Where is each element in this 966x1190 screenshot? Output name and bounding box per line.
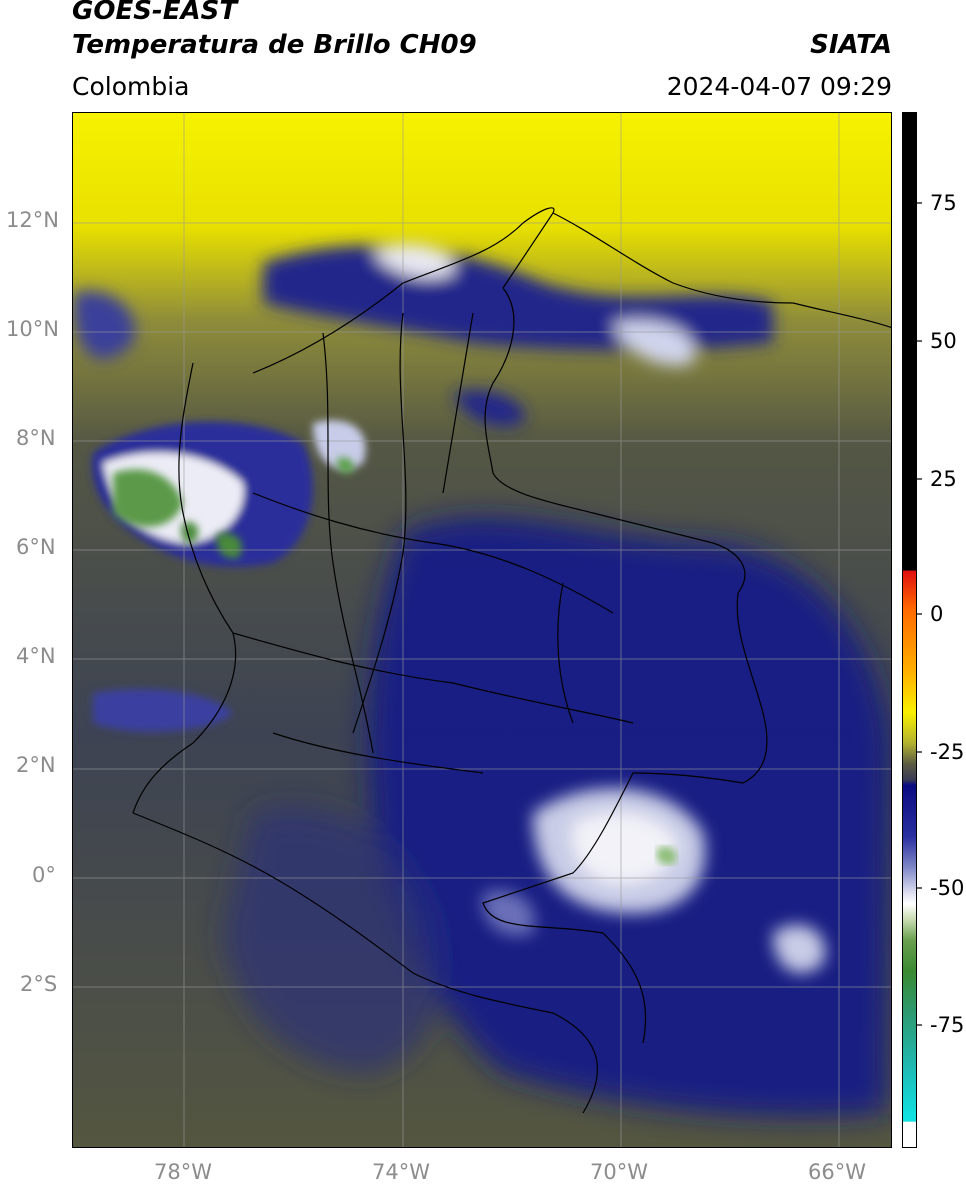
lat-label-0: 0° (32, 863, 56, 887)
lon-label-66w: 66°W (808, 1160, 866, 1184)
temperature-colorbar (902, 112, 917, 1148)
colorbar-label-minus50: -50 (930, 876, 965, 900)
datetime-label: 2024-04-07 09:29 (666, 72, 892, 101)
colorbar-label-0: 0 (930, 602, 944, 626)
map-gridlines (73, 113, 891, 1147)
region-label: Colombia (72, 72, 190, 101)
lon-label-74w: 74°W (372, 1160, 430, 1184)
lat-label-2n: 2°N (16, 753, 56, 777)
map-image (73, 113, 891, 1147)
lat-label-4n: 4°N (16, 644, 56, 668)
lat-label-10n: 10°N (6, 317, 59, 341)
colorbar-label-50: 50 (930, 329, 957, 353)
satellite-title: GOES-EAST (72, 0, 238, 26)
lon-label-78w: 78°W (154, 1160, 212, 1184)
agency-label: SIATA (810, 30, 892, 60)
lat-label-8n: 8°N (16, 426, 56, 450)
lat-label-2s: 2°S (20, 972, 58, 996)
colorbar-label-25: 25 (930, 467, 957, 491)
colorbar-label-minus75: -75 (930, 1013, 965, 1037)
product-title: Temperatura de Brillo CH09 (72, 30, 477, 60)
colorbar-label-minus25: -25 (930, 740, 965, 764)
lon-label-70w: 70°W (590, 1160, 648, 1184)
lat-label-12n: 12°N (6, 208, 59, 232)
satellite-map[interactable] (72, 112, 892, 1148)
map-borders (132, 207, 891, 1114)
lat-label-6n: 6°N (16, 535, 56, 559)
colorbar-label-75: 75 (930, 191, 957, 215)
colorbar-tick-marks (916, 202, 922, 1026)
